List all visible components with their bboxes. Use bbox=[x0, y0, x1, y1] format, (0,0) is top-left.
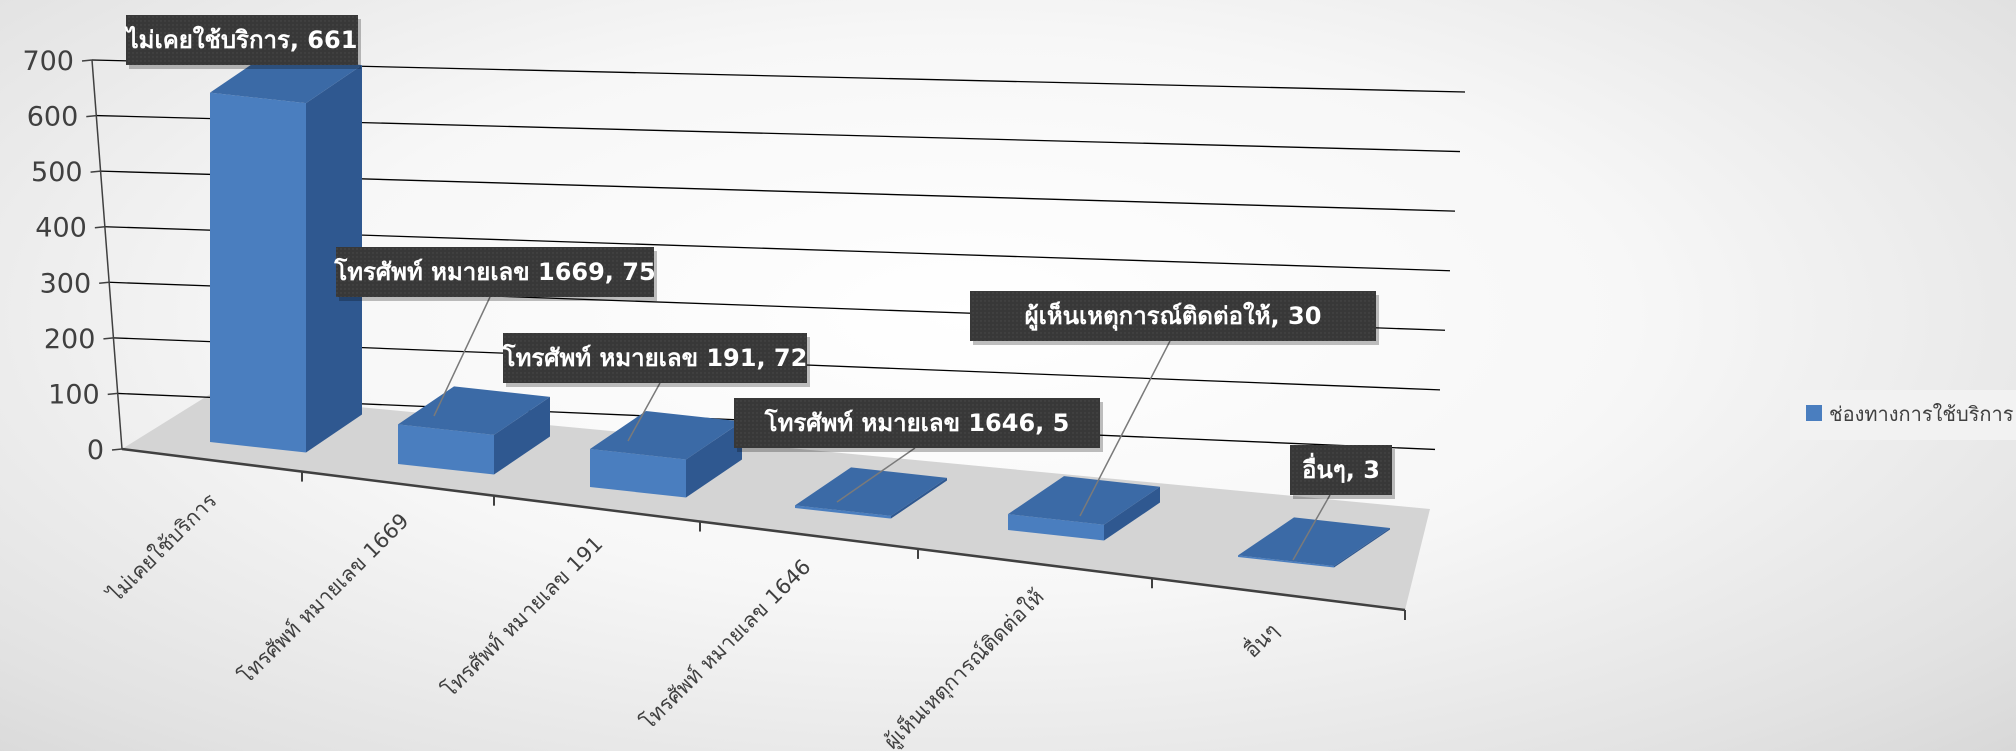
data-label-text: ไม่เคยใช้บริการ, 661 bbox=[124, 25, 358, 54]
bar-side-face bbox=[891, 477, 947, 519]
leader-line bbox=[433, 296, 491, 417]
bar-front-face bbox=[795, 505, 891, 519]
bar-1 bbox=[210, 54, 362, 453]
bar-top-face bbox=[1238, 517, 1390, 566]
data-label-text: อื่นๆ, 3 bbox=[1302, 452, 1380, 484]
data-label-6: อื่นๆ, 3 bbox=[1290, 445, 1395, 561]
bar-4 bbox=[795, 467, 947, 519]
bar-top-face bbox=[210, 54, 362, 104]
y-tick-label: 500 bbox=[31, 157, 83, 188]
axes bbox=[121, 447, 1406, 612]
data-labels: ไม่เคยใช้บริการ, 661 โทรศัพท์ หมายเลข 166… bbox=[124, 15, 1395, 561]
bar-side-face bbox=[1104, 486, 1160, 541]
legend: ช่องทางการใช้บริการ bbox=[1790, 390, 2016, 440]
bar-6 bbox=[1238, 517, 1390, 568]
bar-2 bbox=[398, 386, 550, 475]
bar-top-face bbox=[795, 467, 947, 516]
bar-front-face bbox=[398, 424, 494, 475]
legend-label: ช่องทางการใช้บริการ bbox=[1829, 402, 2014, 426]
data-label-3: โทรศัพท์ หมายเลข 191, 72 bbox=[502, 333, 810, 442]
y-tick-label: 0 bbox=[87, 435, 104, 466]
bar-front-face bbox=[210, 92, 306, 453]
x-tick-label: อื่นๆ bbox=[1237, 616, 1283, 662]
leader-line bbox=[1292, 494, 1331, 561]
leader-line bbox=[836, 447, 916, 503]
y-axis-tick-mark bbox=[90, 170, 101, 173]
data-label-box bbox=[503, 333, 807, 383]
y-axis-line bbox=[91, 59, 123, 450]
bar-top-face bbox=[1008, 476, 1160, 525]
bar-front-face bbox=[1008, 514, 1104, 541]
bar-side-face bbox=[1334, 527, 1390, 568]
y-tick-label: 400 bbox=[35, 213, 87, 244]
y-axis-tick-mark bbox=[81, 59, 93, 62]
x-tick-label: ไม่เคยใช้บริการ bbox=[102, 489, 221, 608]
y-axis-tick-mark bbox=[103, 337, 114, 340]
bar-3 bbox=[590, 410, 742, 498]
y-axis-tick-mark bbox=[94, 225, 105, 229]
y-axis-tick-mark bbox=[86, 114, 97, 118]
legend-swatch bbox=[1806, 405, 1822, 421]
x-tick-label: โทรศัพท์ หมายเลข 1669 bbox=[234, 509, 414, 689]
bar-side-face bbox=[686, 421, 742, 498]
data-label-box bbox=[1290, 445, 1392, 495]
x-axis-ticks bbox=[301, 471, 1406, 620]
data-label-text: โทรศัพท์ หมายเลข 1646, 5 bbox=[764, 408, 1070, 437]
bar-side-face bbox=[306, 65, 362, 453]
y-tick-label: 300 bbox=[40, 268, 92, 299]
data-label-1: ไม่เคยใช้บริการ, 661 bbox=[124, 15, 361, 69]
data-label-text: โทรศัพท์ หมายเลข 1669, 75 bbox=[333, 257, 655, 286]
data-label-5: ผู้เห็นเหตุการณ์ติดต่อให้, 30 bbox=[970, 291, 1379, 517]
y-tick-label: 600 bbox=[27, 102, 79, 133]
data-label-box bbox=[336, 247, 654, 297]
data-label-text: โทรศัพท์ หมายเลข 191, 72 bbox=[502, 343, 808, 372]
leader-line bbox=[1079, 340, 1171, 517]
x-tick-label: โทรศัพท์ หมายเลข 1646 bbox=[636, 555, 816, 735]
bar-5 bbox=[1008, 476, 1160, 541]
data-label-text: ผู้เห็นเหตุการณ์ติดต่อให้, 30 bbox=[1025, 301, 1322, 332]
y-tick-label: 200 bbox=[44, 324, 96, 355]
x-tick-label: โทรศัพท์ หมายเลข 191 bbox=[437, 532, 607, 702]
y-axis-tick-mark bbox=[107, 392, 118, 396]
y-axis-tick-labels: 0 100 200 300 400 500 600 700 bbox=[22, 46, 104, 466]
y-tick-label: 100 bbox=[48, 379, 100, 410]
bar-top-face bbox=[398, 386, 550, 435]
bar-front-face bbox=[1238, 555, 1334, 568]
y-tick-label: 700 bbox=[22, 46, 74, 77]
bar-front-face bbox=[590, 448, 686, 498]
data-label-4: โทรศัพท์ หมายเลข 1646, 5 bbox=[734, 398, 1103, 503]
y-axis-tick-mark bbox=[111, 448, 123, 451]
data-label-box bbox=[734, 398, 1100, 448]
data-label-box bbox=[126, 15, 358, 65]
leader-line bbox=[627, 382, 661, 442]
bars bbox=[210, 54, 1390, 568]
bar-top-face bbox=[590, 410, 742, 460]
data-label-2: โทรศัพท์ หมายเลข 1669, 75 bbox=[333, 247, 657, 417]
y-axis-tick-mark bbox=[99, 281, 110, 285]
x-tick-label: ผู้เห็นเหตุการณ์ติดต่อให้ bbox=[878, 583, 1049, 751]
legend-box bbox=[1790, 390, 2016, 440]
bar-side-face bbox=[494, 396, 550, 475]
x-axis-line bbox=[121, 447, 1406, 612]
data-label-box bbox=[970, 291, 1376, 341]
